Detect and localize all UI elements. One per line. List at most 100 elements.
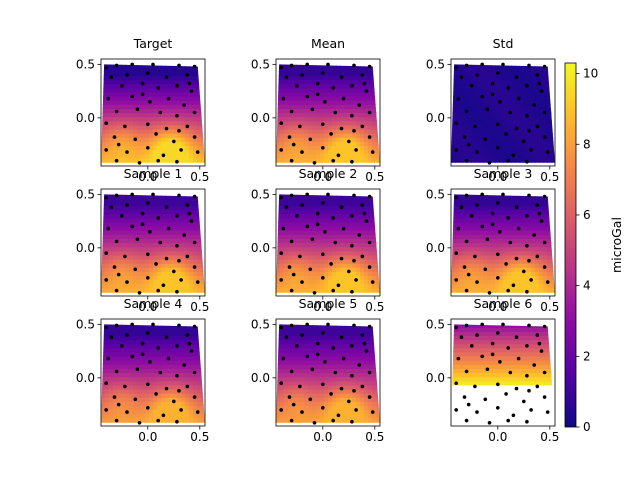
heatmap-cell (332, 59, 337, 64)
heatmap-cell (455, 283, 460, 289)
heatmap-cell (177, 246, 182, 252)
heatmap-cell (193, 100, 198, 105)
heatmap-cell (495, 128, 500, 134)
heatmap-cell (487, 197, 492, 202)
heatmap-cell (511, 209, 516, 215)
heatmap-cell (372, 64, 377, 68)
heatmap-cell (157, 238, 162, 244)
heatmap-cell (344, 209, 349, 215)
heatmap-cell (125, 153, 130, 159)
heatmap-cell (503, 112, 508, 118)
heatmap-cell (507, 254, 512, 260)
heatmap-cell (459, 145, 464, 151)
heatmap-cell (296, 246, 301, 252)
heatmap-cell (340, 87, 345, 93)
heatmap-cell (149, 254, 154, 260)
heatmap-cell (519, 120, 524, 126)
heatmap-cell (185, 267, 190, 272)
heatmap-cell (364, 213, 369, 219)
station-point (130, 62, 134, 67)
heatmap-cell (328, 128, 333, 134)
heatmap-cell (372, 242, 377, 248)
heatmap-cell (475, 194, 480, 198)
heatmap-cell (308, 83, 313, 89)
heatmap-cell (153, 234, 158, 239)
heatmap-cell (105, 141, 110, 147)
heatmap-cell (117, 213, 122, 219)
heatmap-cell (463, 246, 468, 252)
heatmap-cell (471, 279, 476, 285)
heatmap-cell (483, 128, 488, 134)
station-point (114, 63, 119, 68)
heatmap-cell (455, 124, 460, 130)
heatmap-cell (324, 287, 329, 293)
heatmap-cell (348, 137, 353, 142)
heatmap-cell (336, 59, 341, 64)
heatmap-cell (543, 104, 548, 109)
heatmap-cell (527, 226, 532, 231)
heatmap-cell (519, 217, 524, 223)
heatmap-cell (181, 351, 186, 357)
heatmap-cell (129, 96, 134, 101)
heatmap-cell (197, 254, 202, 260)
heatmap-cell (332, 128, 337, 134)
heatmap-cell (137, 153, 142, 159)
heatmap-cell (121, 145, 126, 151)
heatmap-cell (352, 213, 357, 219)
heatmap-cell (137, 356, 142, 361)
heatmap-cell (177, 417, 182, 423)
heatmap-cell (117, 145, 122, 151)
heatmap-cell (193, 279, 198, 285)
heatmap-cell (328, 209, 333, 215)
heatmap-cell (316, 141, 321, 147)
heatmap-cell (137, 271, 142, 277)
heatmap-cell (511, 112, 516, 118)
heatmap-cell (181, 201, 186, 207)
heatmap-cell (157, 230, 162, 235)
heatmap-cell (157, 319, 162, 324)
heatmap-cell (117, 275, 122, 281)
heatmap-cell (332, 96, 337, 101)
heatmap-cell (141, 149, 146, 155)
heatmap-cell (121, 417, 126, 423)
heatmap-cell (129, 217, 134, 223)
heatmap-cell (165, 388, 170, 394)
heatmap-cell (300, 153, 305, 159)
heatmap-cell (117, 263, 122, 268)
heatmap-cell (300, 217, 305, 223)
heatmap-cell (463, 149, 468, 155)
heatmap-cell (519, 275, 524, 281)
heatmap-cell (451, 128, 456, 134)
heatmap-cell (292, 120, 297, 126)
heatmap-cell (527, 283, 532, 289)
heatmap-cell (523, 226, 528, 231)
heatmap-cell (284, 242, 289, 248)
heatmap-cell (451, 108, 456, 114)
station-point (192, 194, 197, 199)
heatmap-cell (276, 104, 281, 109)
heatmap-cell (356, 279, 361, 285)
heatmap-cell (499, 116, 504, 122)
heatmap-cell (137, 327, 142, 332)
heatmap-cell (543, 145, 548, 151)
heatmap-cell (165, 327, 170, 332)
heatmap-cell (527, 124, 532, 130)
heatmap-cell (193, 75, 198, 81)
heatmap-cell (129, 194, 134, 198)
heatmap-cell (487, 230, 492, 235)
station-point (462, 135, 467, 139)
heatmap-cell (292, 128, 297, 134)
heatmap-cell (149, 397, 154, 402)
heatmap-cell (129, 335, 134, 341)
heatmap-cell (280, 116, 285, 122)
heatmap-cell (109, 209, 114, 215)
heatmap-cell (292, 149, 297, 155)
heatmap-cell (356, 75, 361, 81)
heatmap-cell (125, 335, 130, 341)
heatmap-cell (531, 124, 536, 130)
heatmap-cell (276, 258, 281, 264)
heatmap-cell (300, 238, 305, 244)
heatmap-cell (121, 217, 126, 223)
heatmap-cell (276, 145, 281, 151)
heatmap-cell (129, 263, 134, 268)
